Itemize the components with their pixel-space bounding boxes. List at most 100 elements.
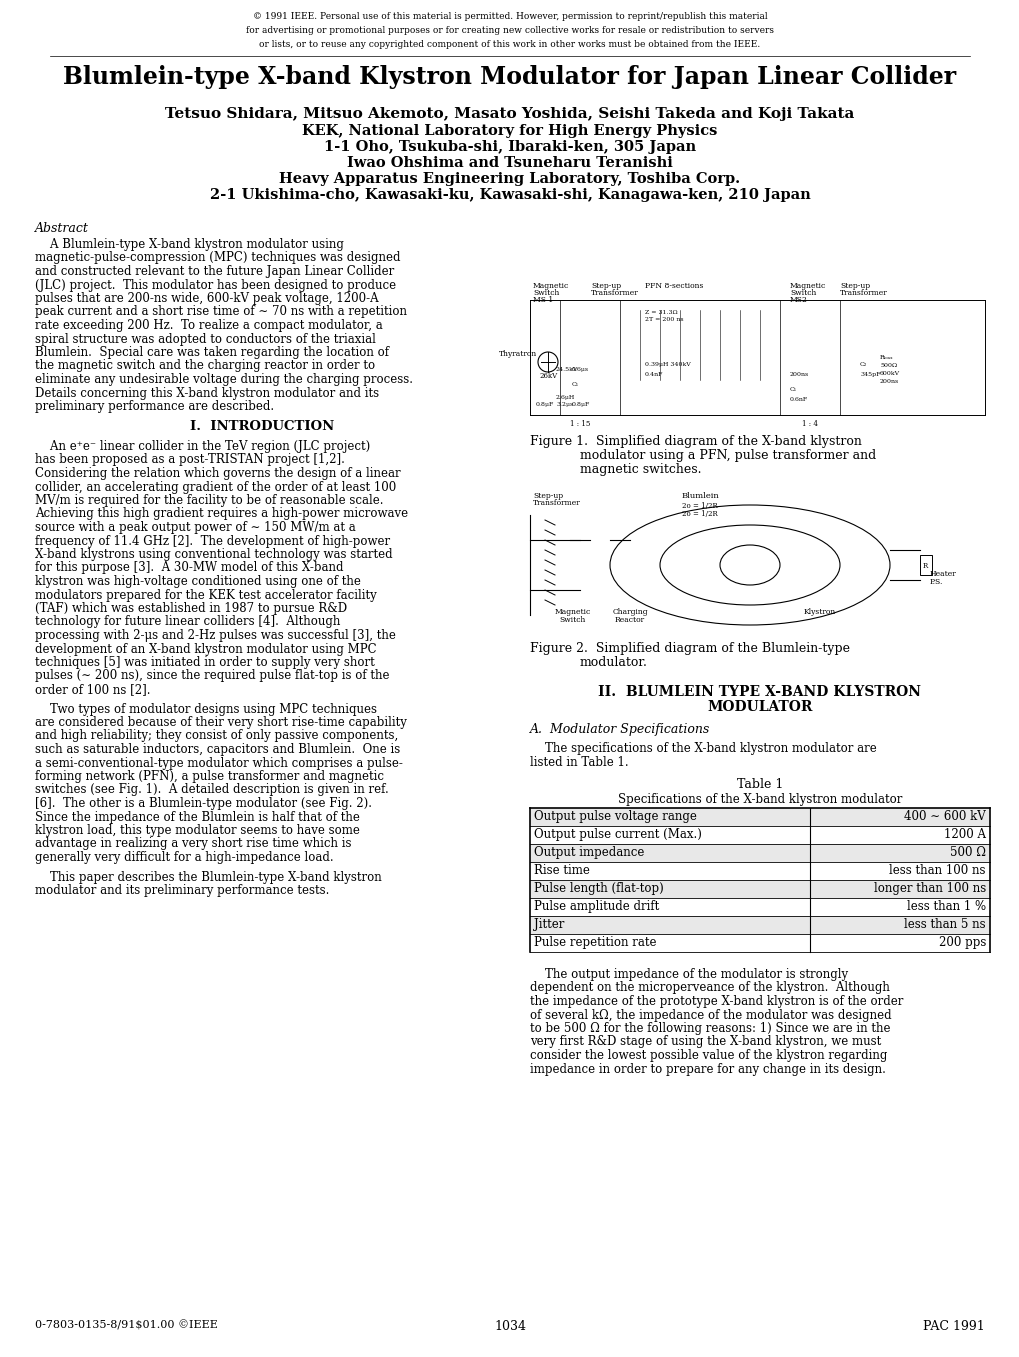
Text: 24.5kV: 24.5kV [555, 366, 578, 372]
Text: Pulse length (flat-top): Pulse length (flat-top) [534, 882, 663, 896]
Text: 500 Ω: 500 Ω [949, 845, 985, 859]
Text: C₁: C₁ [572, 383, 579, 387]
Text: generally very difficult for a high-impedance load.: generally very difficult for a high-impe… [35, 851, 333, 864]
Text: Step-up: Step-up [533, 493, 562, 499]
Text: Heavy Apparatus Engineering Laboratory, Toshiba Corp.: Heavy Apparatus Engineering Laboratory, … [279, 172, 740, 186]
Bar [530, 916, 989, 934]
Text: are considered because of their very short rise-time capability: are considered because of their very sho… [35, 716, 407, 729]
Text: This paper describes the Blumlein-type X-band klystron: This paper describes the Blumlein-type X… [35, 870, 381, 883]
Text: for advertising or promotional purposes or for creating new collective works for: for advertising or promotional purposes … [246, 26, 773, 35]
Text: 0.8μF: 0.8μF [572, 402, 590, 407]
Text: Heater: Heater [929, 570, 956, 578]
Text: 200 pps: 200 pps [937, 936, 985, 949]
Text: C₁: C₁ [790, 387, 796, 392]
Text: Tetsuo Shidara, Mitsuo Akemoto, Masato Yoshida, Seishi Takeda and Koji Takata: Tetsuo Shidara, Mitsuo Akemoto, Masato Y… [165, 107, 854, 121]
Text: and high reliability; they consist of only passive components,: and high reliability; they consist of on… [35, 730, 397, 742]
Text: P.S.: P.S. [929, 578, 943, 586]
Text: 2.6μH: 2.6μH [555, 395, 575, 400]
Text: pulses (∼ 200 ns), since the required pulse flat-top is of the: pulses (∼ 200 ns), since the required pu… [35, 669, 389, 683]
Text: the magnetic switch and the charging reactor in order to: the magnetic switch and the charging rea… [35, 360, 375, 373]
Text: less than 5 ns: less than 5 ns [904, 917, 985, 931]
Text: less than 100 ns: less than 100 ns [889, 864, 985, 877]
Text: Pulse repetition rate: Pulse repetition rate [534, 936, 656, 949]
Text: frequency of 11.4 GHz [2].  The development of high-power: frequency of 11.4 GHz [2]. The developme… [35, 535, 389, 547]
Bar [530, 862, 989, 879]
Text: Iwao Ohshima and Tsuneharu Teranishi: Iwao Ohshima and Tsuneharu Teranishi [346, 156, 673, 170]
Text: © 1991 IEEE. Personal use of this material is permitted. However, permission to : © 1991 IEEE. Personal use of this materi… [253, 12, 766, 20]
Text: 200ns: 200ns [879, 379, 899, 384]
Text: Abstract: Abstract [35, 223, 89, 235]
Bar [919, 555, 931, 575]
Text: Charging: Charging [611, 608, 647, 616]
Text: Thyratron: Thyratron [498, 350, 537, 358]
Text: R: R [922, 562, 927, 570]
Text: klystron load, this type modulator seems to have some: klystron load, this type modulator seems… [35, 824, 360, 837]
Text: 0.8μF: 0.8μF [535, 402, 553, 407]
Text: (TAF) which was established in 1987 to pursue R&D: (TAF) which was established in 1987 to p… [35, 603, 346, 615]
Text: 2o = 1/2R: 2o = 1/2R [682, 502, 717, 510]
Text: [6].  The other is a Blumlein-type modulator (see Fig. 2).: [6]. The other is a Blumlein-type modula… [35, 797, 372, 810]
Text: MODULATOR: MODULATOR [706, 700, 812, 714]
Text: listed in Table 1.: listed in Table 1. [530, 756, 628, 769]
Text: Blumlein.  Special care was taken regarding the location of: Blumlein. Special care was taken regardi… [35, 346, 388, 360]
Text: Klystron: Klystron [803, 608, 836, 616]
Ellipse shape [659, 525, 840, 605]
Text: and constructed relevant to the future Japan Linear Collider: and constructed relevant to the future J… [35, 265, 394, 278]
Text: 0.4nF: 0.4nF [644, 372, 662, 377]
Text: Magnetic: Magnetic [533, 282, 569, 290]
Text: (JLC) project.  This modulator has been designed to produce: (JLC) project. This modulator has been d… [35, 278, 395, 292]
Text: consider the lowest possible value of the klystron regarding: consider the lowest possible value of th… [530, 1049, 887, 1063]
Text: modulator and its preliminary performance tests.: modulator and its preliminary performanc… [35, 883, 329, 897]
Text: Switch: Switch [790, 289, 815, 297]
Text: KEK, National Laboratory for High Energy Physics: KEK, National Laboratory for High Energy… [302, 123, 717, 138]
Bar [530, 879, 989, 898]
Text: Table 1: Table 1 [736, 778, 783, 791]
Text: technology for future linear colliders [4].  Although: technology for future linear colliders [… [35, 616, 340, 628]
Text: Transformer: Transformer [590, 289, 638, 297]
Text: An e⁺e⁻ linear collider in the TeV region (JLC project): An e⁺e⁻ linear collider in the TeV regio… [35, 440, 370, 453]
Text: magnetic switches.: magnetic switches. [580, 463, 701, 476]
Text: 2o = 1/2R: 2o = 1/2R [682, 510, 717, 518]
Text: MS 1: MS 1 [533, 296, 552, 304]
Text: impedance in order to prepare for any change in its design.: impedance in order to prepare for any ch… [530, 1063, 886, 1076]
Text: the impedance of the prototype X-band klystron is of the order: the impedance of the prototype X-band kl… [530, 995, 903, 1008]
Text: Achieving this high gradient requires a high-power microwave: Achieving this high gradient requires a … [35, 508, 408, 521]
Text: PAC 1991: PAC 1991 [922, 1320, 984, 1333]
Text: rate exceeding 200 Hz.  To realize a compact modulator, a: rate exceeding 200 Hz. To realize a comp… [35, 319, 382, 332]
Text: 0.39μH 340kV: 0.39μH 340kV [644, 362, 690, 366]
Text: Details concerning this X-band klystron modulator and its: Details concerning this X-band klystron … [35, 387, 379, 399]
Text: Jitter: Jitter [534, 917, 564, 931]
Bar [530, 807, 989, 826]
Text: Step-up: Step-up [840, 282, 869, 290]
Text: very first R&D stage of using the X-band klystron, we must: very first R&D stage of using the X-band… [530, 1035, 880, 1049]
Text: Transformer: Transformer [533, 499, 580, 508]
Text: Magnetic: Magnetic [790, 282, 825, 290]
Text: modulator using a PFN, pulse transformer and: modulator using a PFN, pulse transformer… [580, 449, 875, 461]
Text: 0-7803-0135-8/91$01.00 ©IEEE: 0-7803-0135-8/91$01.00 ©IEEE [35, 1320, 218, 1330]
Text: 2T = 200 ns: 2T = 200 ns [644, 318, 683, 322]
Text: X-band klystrons using conventional technology was started: X-band klystrons using conventional tech… [35, 548, 392, 560]
Text: Rₗₒₐₓ: Rₗₒₐₓ [879, 356, 893, 360]
Text: Considering the relation which governs the design of a linear: Considering the relation which governs t… [35, 467, 400, 480]
Text: Switch: Switch [559, 616, 586, 624]
Text: Two types of modulator designs using MPC techniques: Two types of modulator designs using MPC… [35, 703, 377, 715]
Text: has been proposed as a post-TRISTAN project [1,2].: has been proposed as a post-TRISTAN proj… [35, 453, 344, 467]
Bar [530, 490, 989, 635]
Text: or lists, or to reuse any copyrighted component of this work in other works must: or lists, or to reuse any copyrighted co… [259, 39, 760, 49]
Text: techniques [5] was initiated in order to supply very short: techniques [5] was initiated in order to… [35, 655, 374, 669]
Text: 0.6μs: 0.6μs [572, 366, 589, 372]
Text: magnetic-pulse-compression (MPC) techniques was designed: magnetic-pulse-compression (MPC) techniq… [35, 251, 400, 265]
Text: I.  INTRODUCTION: I. INTRODUCTION [191, 421, 334, 433]
Text: C₂: C₂ [859, 362, 866, 366]
Text: for this purpose [3].  A 30-MW model of this X-band: for this purpose [3]. A 30-MW model of t… [35, 562, 343, 574]
Text: Magnetic: Magnetic [554, 608, 591, 616]
Ellipse shape [719, 546, 780, 585]
Text: Rise time: Rise time [534, 864, 589, 877]
Text: II.  BLUMLEIN TYPE X-BAND KLYSTRON: II. BLUMLEIN TYPE X-BAND KLYSTRON [598, 685, 920, 699]
Text: Blumlein-type X-band Klystron Modulator for Japan Linear Collider: Blumlein-type X-band Klystron Modulator … [63, 65, 956, 90]
Text: source with a peak output power of ∼ 150 MW/m at a: source with a peak output power of ∼ 150… [35, 521, 356, 535]
Bar [530, 270, 989, 430]
Text: A.  Modulator Specifications: A. Modulator Specifications [530, 723, 709, 735]
Text: such as saturable inductors, capacitors and Blumlein.  One is: such as saturable inductors, capacitors … [35, 744, 399, 756]
Text: dependent on the microperveance of the klystron.  Although: dependent on the microperveance of the k… [530, 981, 889, 995]
